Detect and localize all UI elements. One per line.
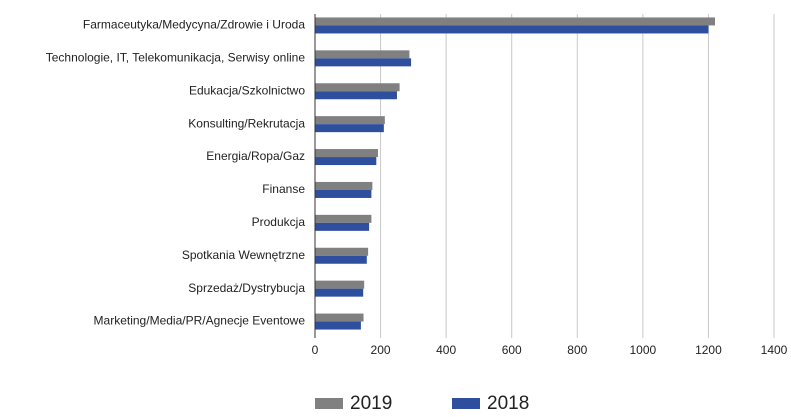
bar (315, 280, 365, 289)
legend-label: 2018 (487, 393, 529, 412)
y-tick-label: Sprzedaż/Dystrybucja (188, 281, 305, 295)
bar (315, 288, 364, 297)
bar (315, 116, 385, 125)
bar (315, 17, 715, 26)
bar (315, 83, 400, 92)
bar (315, 222, 370, 231)
bar (315, 58, 412, 67)
bar (315, 91, 397, 100)
bar (315, 25, 709, 34)
y-tick-label: Spotkania Wewnętrzne (182, 248, 306, 262)
bar (315, 157, 377, 166)
x-tick-label: 1400 (761, 343, 788, 357)
y-tick-label: Marketing/Media/PR/Agnecje Eventowe (94, 314, 306, 328)
x-tick-label: 200 (371, 343, 391, 357)
bar (315, 247, 369, 256)
y-tick-label: Technologie, IT, Telekomunikacja, Serwis… (46, 51, 306, 65)
y-tick-label: Farmaceutyka/Medycyna/Zdrowie i Uroda (83, 18, 305, 32)
x-tick-label: 400 (436, 343, 456, 357)
bar (315, 189, 372, 198)
bar (315, 50, 410, 59)
y-tick-label: Energia/Ropa/Gaz (206, 149, 305, 163)
y-tick-label: Edukacja/Szkolnictwo (189, 83, 305, 97)
bar (315, 124, 384, 133)
y-tick-label: Konsulting/Rekrutacja (188, 116, 305, 130)
bar (315, 214, 372, 223)
x-tick-label: 1000 (630, 343, 657, 357)
bar (315, 313, 364, 322)
bar (315, 149, 378, 158)
x-tick-label: 800 (567, 343, 587, 357)
y-tick-label: Finanse (262, 182, 305, 196)
legend-swatch (315, 398, 343, 409)
x-tick-label: 600 (502, 343, 522, 357)
legend-swatch (452, 398, 480, 409)
bar (315, 181, 373, 190)
y-tick-label: Produkcja (252, 215, 306, 229)
bar (315, 255, 367, 264)
x-tick-label: 1200 (695, 343, 722, 357)
x-tick-label: 0 (312, 343, 319, 357)
bar (315, 321, 361, 330)
legend-label: 2019 (350, 393, 392, 412)
